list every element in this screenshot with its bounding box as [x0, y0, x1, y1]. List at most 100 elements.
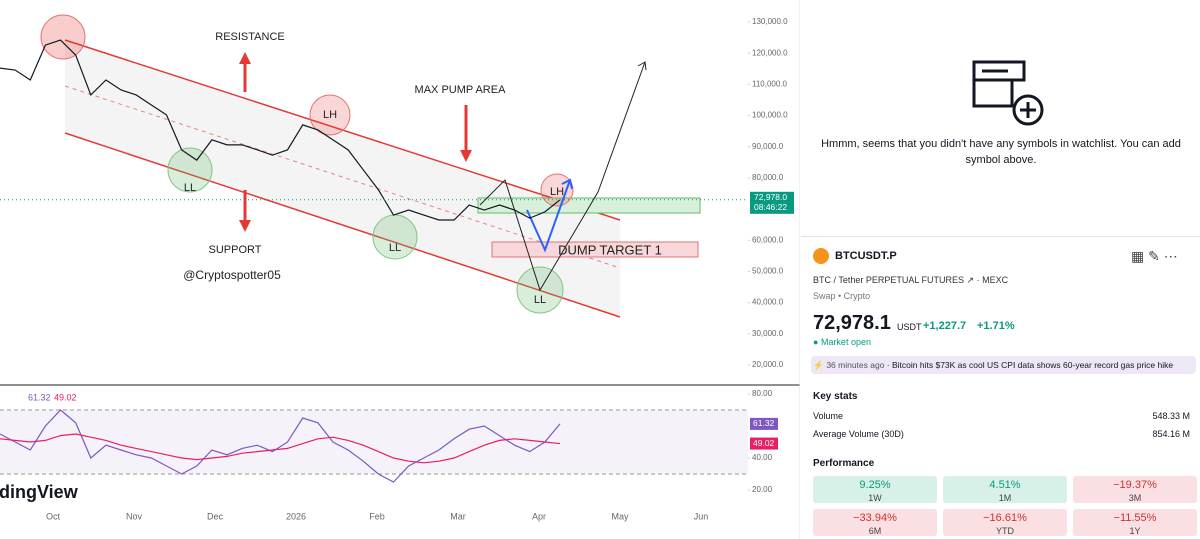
- performance-period: 1W: [868, 493, 882, 503]
- channel-mid: [64, 85, 621, 269]
- y-tick-label: 80.00: [752, 389, 773, 398]
- projection-path: [479, 61, 646, 292]
- performance-period: 1M: [998, 493, 1012, 503]
- annotation: RESISTANCE: [215, 31, 284, 43]
- y-tick-label: 40,000.0: [752, 298, 784, 307]
- y-tick-label: 100,000.0: [752, 111, 788, 120]
- y-tick-label: 30,000.0: [752, 329, 784, 338]
- performance-period: YTD: [996, 526, 1014, 536]
- stat-label: Volume: [813, 411, 844, 421]
- chart: RESISTANCE SUPPORT MAX PUMP AREA DUMP TA…: [0, 0, 800, 539]
- annotation: MAX PUMP AREA: [415, 84, 507, 96]
- performance-cell[interactable]: −19.37% 3M: [1073, 476, 1197, 503]
- rsi-value-label: 49.02: [753, 438, 775, 448]
- performance-value: −19.37%: [1113, 479, 1157, 491]
- lh-label: LH: [550, 186, 564, 198]
- y-tick-label: 80,000.0: [752, 173, 784, 182]
- x-axis-label: Feb: [369, 511, 385, 521]
- x-axis-label: 2026: [286, 511, 306, 521]
- news-time: 36 minutes ago: [826, 360, 885, 370]
- series-line: [0, 39, 561, 221]
- stat-label: Average Volume (30D): [813, 429, 904, 439]
- annotation: DUMP TARGET 1: [558, 242, 662, 257]
- rsi-legend-value: 49.02: [54, 392, 77, 402]
- performance-value: −16.61%: [983, 512, 1027, 524]
- channel-bottom: [64, 132, 621, 318]
- x-axis-label: Jun: [694, 511, 709, 521]
- toolbar-icons[interactable]: ▦ ✎ ⋯: [1131, 248, 1178, 264]
- performance-cell[interactable]: −11.55% 1Y: [1073, 509, 1197, 536]
- performance-cell[interactable]: −16.61% YTD: [943, 509, 1067, 536]
- series-line: [0, 433, 561, 464]
- x-axis-label: Nov: [126, 511, 143, 521]
- y-tick-label: 90,000.0: [752, 142, 784, 151]
- stat-value: 548.33 M: [1152, 411, 1190, 421]
- annotations: RESISTANCE SUPPORT MAX PUMP AREA DUMP TA…: [183, 31, 662, 306]
- marker-circle: [40, 14, 86, 60]
- watermark: TradingView: [0, 482, 79, 502]
- performance-cell[interactable]: 4.51% 1M: [943, 476, 1067, 503]
- change-pct: +1.71%: [977, 320, 1015, 332]
- rsi-band: [0, 410, 748, 474]
- y-tick-label: 50,000.0: [752, 267, 784, 276]
- news-bar[interactable]: ⚡ 36 minutes ago · Bitcoin hits $73K as …: [811, 356, 1196, 374]
- y-tick-label: 20,000.0: [752, 360, 784, 369]
- stat-value: 854.16 M: [1152, 429, 1190, 439]
- rsi-value-label: 61.32: [753, 418, 775, 428]
- news-headline: Bitcoin hits $73K as cool US CPI data sh…: [892, 360, 1174, 370]
- pump-zone: [477, 197, 701, 214]
- lh-label: LH: [323, 109, 337, 121]
- change: +1,227.7: [923, 320, 967, 332]
- performance-value: 4.51%: [989, 479, 1021, 491]
- rsi-value-box: [750, 417, 778, 430]
- ll-label: LL: [389, 242, 401, 254]
- ll-label: LL: [534, 294, 546, 306]
- x-axis-label: Mar: [450, 511, 466, 521]
- currency: USDT: [897, 322, 922, 332]
- status-row: ● Market open: [813, 337, 871, 347]
- last-price-label: 72,978.0: [754, 192, 787, 202]
- x-axis-label: Oct: [46, 511, 61, 521]
- coin-icon: [813, 248, 829, 264]
- rsi-value-box: [750, 437, 778, 450]
- description-row: BTC / Tether PERPETUAL FUTURES ↗ · MEXC: [813, 275, 1009, 285]
- annotation: @Cryptospotter05: [183, 268, 281, 282]
- marker-circle: [167, 147, 213, 193]
- x-axis-label: Dec: [207, 511, 224, 521]
- arrow-head: [637, 61, 647, 71]
- annotation: SUPPORT: [209, 244, 262, 256]
- section-title: Performance: [813, 458, 875, 469]
- series-line: [0, 409, 561, 483]
- marker-circle: [309, 94, 351, 136]
- performance-value: 9.25%: [859, 479, 891, 491]
- blue-path: [526, 179, 571, 253]
- y-tick-label: 110,000.0: [752, 79, 788, 88]
- category: Swap • Crypto: [813, 291, 871, 301]
- rsi-legend-value: 61.32: [28, 392, 51, 402]
- last-price-box: [750, 191, 794, 214]
- ticker[interactable]: BTCUSDT.P: [835, 250, 897, 262]
- price: 72,978.1: [813, 312, 891, 334]
- performance-period: 6M: [868, 526, 882, 536]
- watchlist-message: Hmmm, seems that you didn't have any sym…: [821, 138, 1181, 166]
- performance-cell[interactable]: 9.25% 1W: [813, 476, 937, 503]
- performance-period: 3M: [1128, 493, 1142, 503]
- y-tick-label: 20.00: [752, 485, 773, 494]
- status: Market open: [820, 337, 871, 347]
- channel-fill: [65, 40, 620, 317]
- countdown: 08:46:22: [754, 202, 787, 212]
- watchlist-icon: [972, 60, 1044, 126]
- arrows: [239, 52, 472, 232]
- section-title: Key stats: [813, 391, 858, 402]
- performance-value: −33.94%: [853, 512, 897, 524]
- divider: [801, 236, 1200, 237]
- performance-cell[interactable]: −33.94% 6M: [813, 509, 937, 536]
- y-tick-label: 40.00: [752, 453, 773, 462]
- y-tick-label: 120,000.0: [752, 48, 788, 57]
- ll-label: LL: [184, 182, 196, 194]
- sidebar: Hmmm, seems that you didn't have any sym…: [801, 0, 1200, 539]
- performance-period: 1Y: [1129, 526, 1141, 536]
- description: BTC / Tether PERPETUAL FUTURES: [813, 275, 965, 285]
- exchange: MEXC: [982, 275, 1009, 285]
- x-axis-label: May: [611, 511, 629, 521]
